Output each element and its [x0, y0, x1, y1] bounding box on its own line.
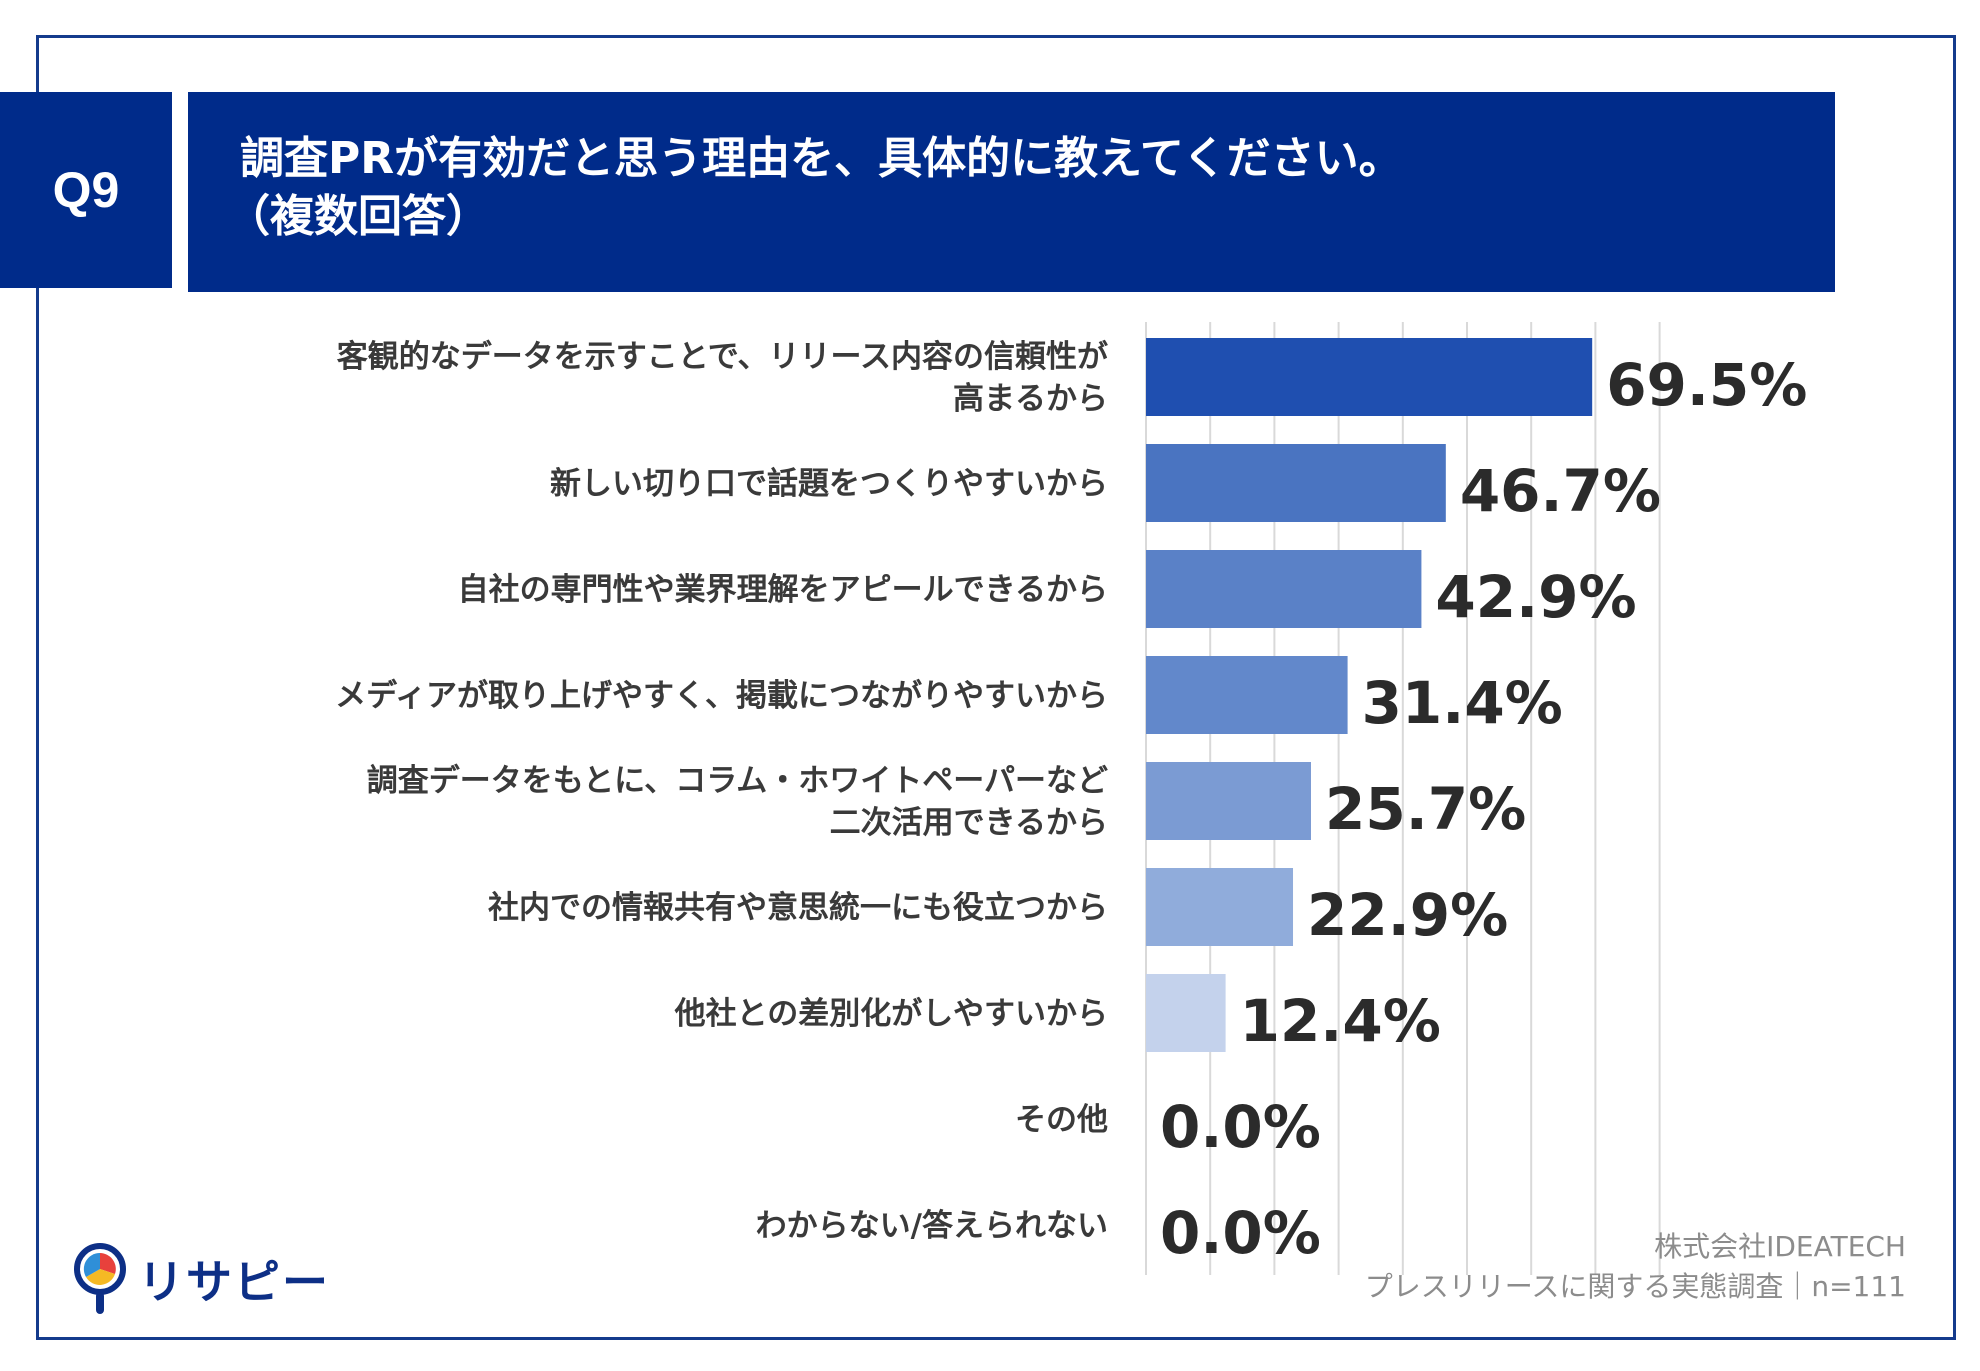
source-note: 株式会社IDEATECH プレスリリースに関する実態調査｜n=111 [1365, 1227, 1906, 1307]
map-pin-icon [74, 1243, 126, 1314]
category-label-line: その他 [1015, 1102, 1108, 1138]
category-label: その他 [1015, 1102, 1108, 1138]
category-label-line: わからない/答えられない [756, 1208, 1108, 1244]
brand-logo: リサピー [72, 1243, 330, 1315]
bar [1146, 762, 1311, 840]
category-label: わからない/答えられない [756, 1208, 1108, 1244]
category-label: メディアが取り上げやすく、掲載につながりやすいから [335, 678, 1108, 714]
question-subtitle: （複数回答） [226, 191, 490, 242]
source-survey: プレスリリースに関する実態調査｜n=111 [1364, 1270, 1906, 1303]
category-label: 調査データをもとに、コラム・ホワイトペーパーなど二次活用できるから [367, 763, 1108, 841]
value-label: 0.0% [1160, 1199, 1321, 1267]
category-label-line: 二次活用できるから [830, 805, 1108, 841]
value-label: 12.4% [1240, 987, 1441, 1055]
bar [1146, 444, 1446, 522]
bar [1146, 338, 1593, 416]
value-label: 69.5% [1606, 351, 1807, 419]
category-label-line: 調査データをもとに、コラム・ホワイトペーパーなど [367, 763, 1108, 799]
bar [1146, 868, 1294, 946]
category-label-line: 高まるから [953, 381, 1108, 417]
logo-text: リサピー [138, 1255, 330, 1309]
category-label: 他社との差別化がしやすいから [674, 996, 1108, 1032]
bar [1146, 656, 1348, 734]
value-label: 25.7% [1325, 775, 1526, 843]
question-badge: Q9 [0, 92, 172, 288]
chart-frame [36, 35, 1956, 1340]
source-company: 株式会社IDEATECH [1654, 1230, 1906, 1263]
value-label: 0.0% [1160, 1093, 1321, 1161]
value-label: 31.4% [1362, 669, 1563, 737]
category-label: 客観的なデータを示すことで、リリース内容の信頼性が高まるから [337, 339, 1108, 417]
category-label-line: メディアが取り上げやすく、掲載につながりやすいから [335, 678, 1108, 714]
category-label-line: 他社との差別化がしやすいから [674, 996, 1108, 1032]
value-label: 22.9% [1307, 881, 1508, 949]
category-label-line: 客観的なデータを示すことで、リリース内容の信頼性が [337, 339, 1108, 375]
question-title: 調査PRが有効だと思う理由を、具体的に教えてください。 [240, 133, 1403, 184]
bar [1146, 974, 1226, 1052]
value-label: 46.7% [1460, 457, 1661, 525]
category-label-line: 社内での情報共有や意思統一にも役立つから [488, 890, 1108, 926]
category-label: 新しい切り口で話題をつくりやすいから [550, 466, 1108, 502]
question-title-bar: 調査PRが有効だと思う理由を、具体的に教えてください。 （複数回答） [188, 92, 1835, 292]
category-label-line: 自社の専門性や業界理解をアピールできるから [458, 572, 1108, 608]
value-label: 42.9% [1435, 563, 1636, 631]
bar [1146, 550, 1422, 628]
category-label: 自社の専門性や業界理解をアピールできるから [458, 572, 1108, 608]
category-label: 社内での情報共有や意思統一にも役立つから [488, 890, 1108, 926]
category-label-line: 新しい切り口で話題をつくりやすいから [550, 466, 1108, 502]
